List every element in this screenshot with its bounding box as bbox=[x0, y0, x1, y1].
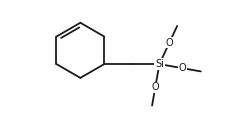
Text: Si: Si bbox=[154, 59, 163, 69]
Text: O: O bbox=[165, 38, 172, 48]
Text: O: O bbox=[151, 82, 158, 92]
Text: O: O bbox=[178, 63, 186, 73]
